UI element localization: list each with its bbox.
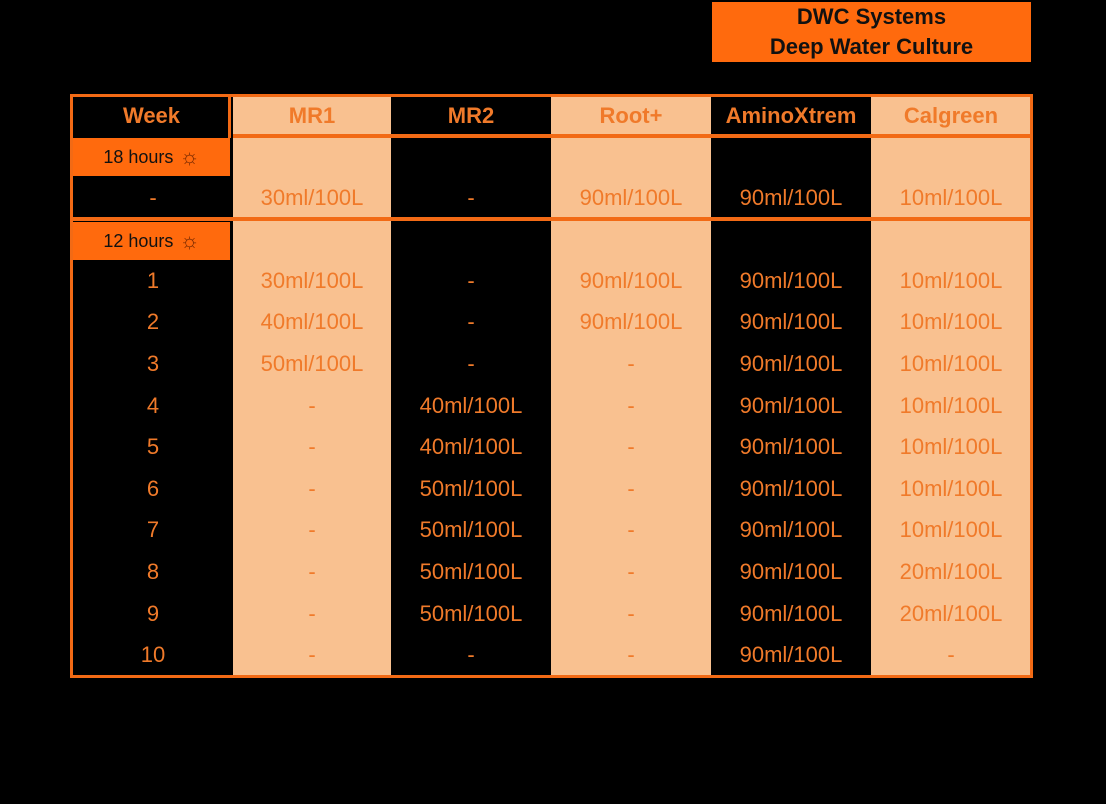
table-border-top xyxy=(70,94,1032,97)
table-cell: 2 xyxy=(146,309,160,335)
table-cell: 10ml/100L xyxy=(899,517,1003,543)
table-cell: 90ml/100L xyxy=(739,600,843,626)
table-cell: 10ml/100L xyxy=(899,350,1003,376)
table-cell: 90ml/100L xyxy=(739,558,843,584)
column-background xyxy=(871,97,1031,676)
table-cell: 4 xyxy=(146,392,160,418)
table-cell: 20ml/100L xyxy=(899,558,1003,584)
table-cell: - xyxy=(467,184,475,210)
table-cell: 10ml/100L xyxy=(899,392,1003,418)
table-cell: 9 xyxy=(146,600,160,626)
table-cell: - xyxy=(627,392,635,418)
table-cell: 40ml/100L xyxy=(419,434,523,460)
column-header: Root+ xyxy=(599,102,663,128)
table-cell: 50ml/100L xyxy=(419,558,523,584)
table-cell: 90ml/100L xyxy=(579,184,683,210)
table-cell: - xyxy=(467,309,475,335)
table-cell: 10ml/100L xyxy=(899,475,1003,501)
table-border-left xyxy=(70,94,73,217)
chart-title: DWC Systems Deep Water Culture xyxy=(712,2,1031,62)
table-cell: 90ml/100L xyxy=(739,309,843,335)
table-cell: 90ml/100L xyxy=(579,309,683,335)
table-cell: 50ml/100L xyxy=(419,600,523,626)
table-cell: 10ml/100L xyxy=(899,309,1003,335)
table-cell: 90ml/100L xyxy=(739,392,843,418)
table-cell: 90ml/100L xyxy=(739,267,843,293)
table-cell: 50ml/100L xyxy=(419,475,523,501)
table-cell: 90ml/100L xyxy=(739,475,843,501)
table-cell: - xyxy=(627,600,635,626)
column-header: MR2 xyxy=(447,102,495,128)
column-background xyxy=(551,97,711,676)
table-cell: - xyxy=(308,475,316,501)
title-line-2: Deep Water Culture xyxy=(769,34,974,59)
table-cell: - xyxy=(308,392,316,418)
table-cell: - xyxy=(308,434,316,460)
table-border-right xyxy=(1030,94,1033,678)
column-header: Calgreen xyxy=(903,102,999,128)
title-line-1: DWC Systems xyxy=(796,4,947,29)
table-cell: - xyxy=(149,184,157,210)
table-cell: 90ml/100L xyxy=(739,184,843,210)
table-cell: - xyxy=(308,517,316,543)
table-cell: 30ml/100L xyxy=(260,267,364,293)
table-cell: 40ml/100L xyxy=(260,309,364,335)
section-label-text: 18 hours xyxy=(103,146,174,167)
header-divider xyxy=(233,134,1032,138)
table-cell: 20ml/100L xyxy=(899,600,1003,626)
table-cell: 40ml/100L xyxy=(419,392,523,418)
section-label-0: 18 hours ☼ xyxy=(73,138,230,176)
table-cell: 50ml/100L xyxy=(419,517,523,543)
table-cell: - xyxy=(627,475,635,501)
table-cell: 90ml/100L xyxy=(579,267,683,293)
section-divider xyxy=(70,217,1032,221)
sun-icon: ☼ xyxy=(179,228,200,253)
table-cell: 10ml/100L xyxy=(899,267,1003,293)
table-cell: 10ml/100L xyxy=(899,434,1003,460)
sun-icon: ☼ xyxy=(179,144,200,169)
table-cell: - xyxy=(467,267,475,293)
table-cell: 90ml/100L xyxy=(739,642,843,668)
table-border-bottom xyxy=(70,675,1032,678)
table-cell: 10ml/100L xyxy=(899,184,1003,210)
table-cell: 8 xyxy=(146,558,160,584)
table-cell: - xyxy=(947,642,955,668)
column-header: Week xyxy=(122,102,181,128)
table-cell: - xyxy=(627,434,635,460)
table-border-left xyxy=(70,221,73,678)
table-cell: 90ml/100L xyxy=(739,517,843,543)
week-column-border xyxy=(228,94,231,138)
table-cell: 90ml/100L xyxy=(739,434,843,460)
table-cell: - xyxy=(308,600,316,626)
table-cell: - xyxy=(627,558,635,584)
section-label-1: 12 hours ☼ xyxy=(73,222,230,260)
column-header: AminoXtrem xyxy=(725,102,857,128)
section-label-text: 12 hours xyxy=(103,230,174,251)
table-cell: 3 xyxy=(146,350,160,376)
table-cell: 5 xyxy=(146,434,160,460)
table-cell: 30ml/100L xyxy=(260,184,364,210)
table-cell: - xyxy=(308,642,316,668)
table-cell: 90ml/100L xyxy=(739,350,843,376)
table-cell: - xyxy=(467,642,475,668)
table-cell: - xyxy=(627,642,635,668)
table-cell: - xyxy=(627,350,635,376)
table-cell: - xyxy=(627,517,635,543)
table-cell: 50ml/100L xyxy=(260,350,364,376)
table-cell: 1 xyxy=(146,267,160,293)
table-cell: 7 xyxy=(146,517,160,543)
column-background xyxy=(233,97,391,676)
table-cell: - xyxy=(308,558,316,584)
table-cell: - xyxy=(467,350,475,376)
table-cell: 10 xyxy=(140,642,166,668)
column-header: MR1 xyxy=(288,102,336,128)
table-cell: 6 xyxy=(146,475,160,501)
